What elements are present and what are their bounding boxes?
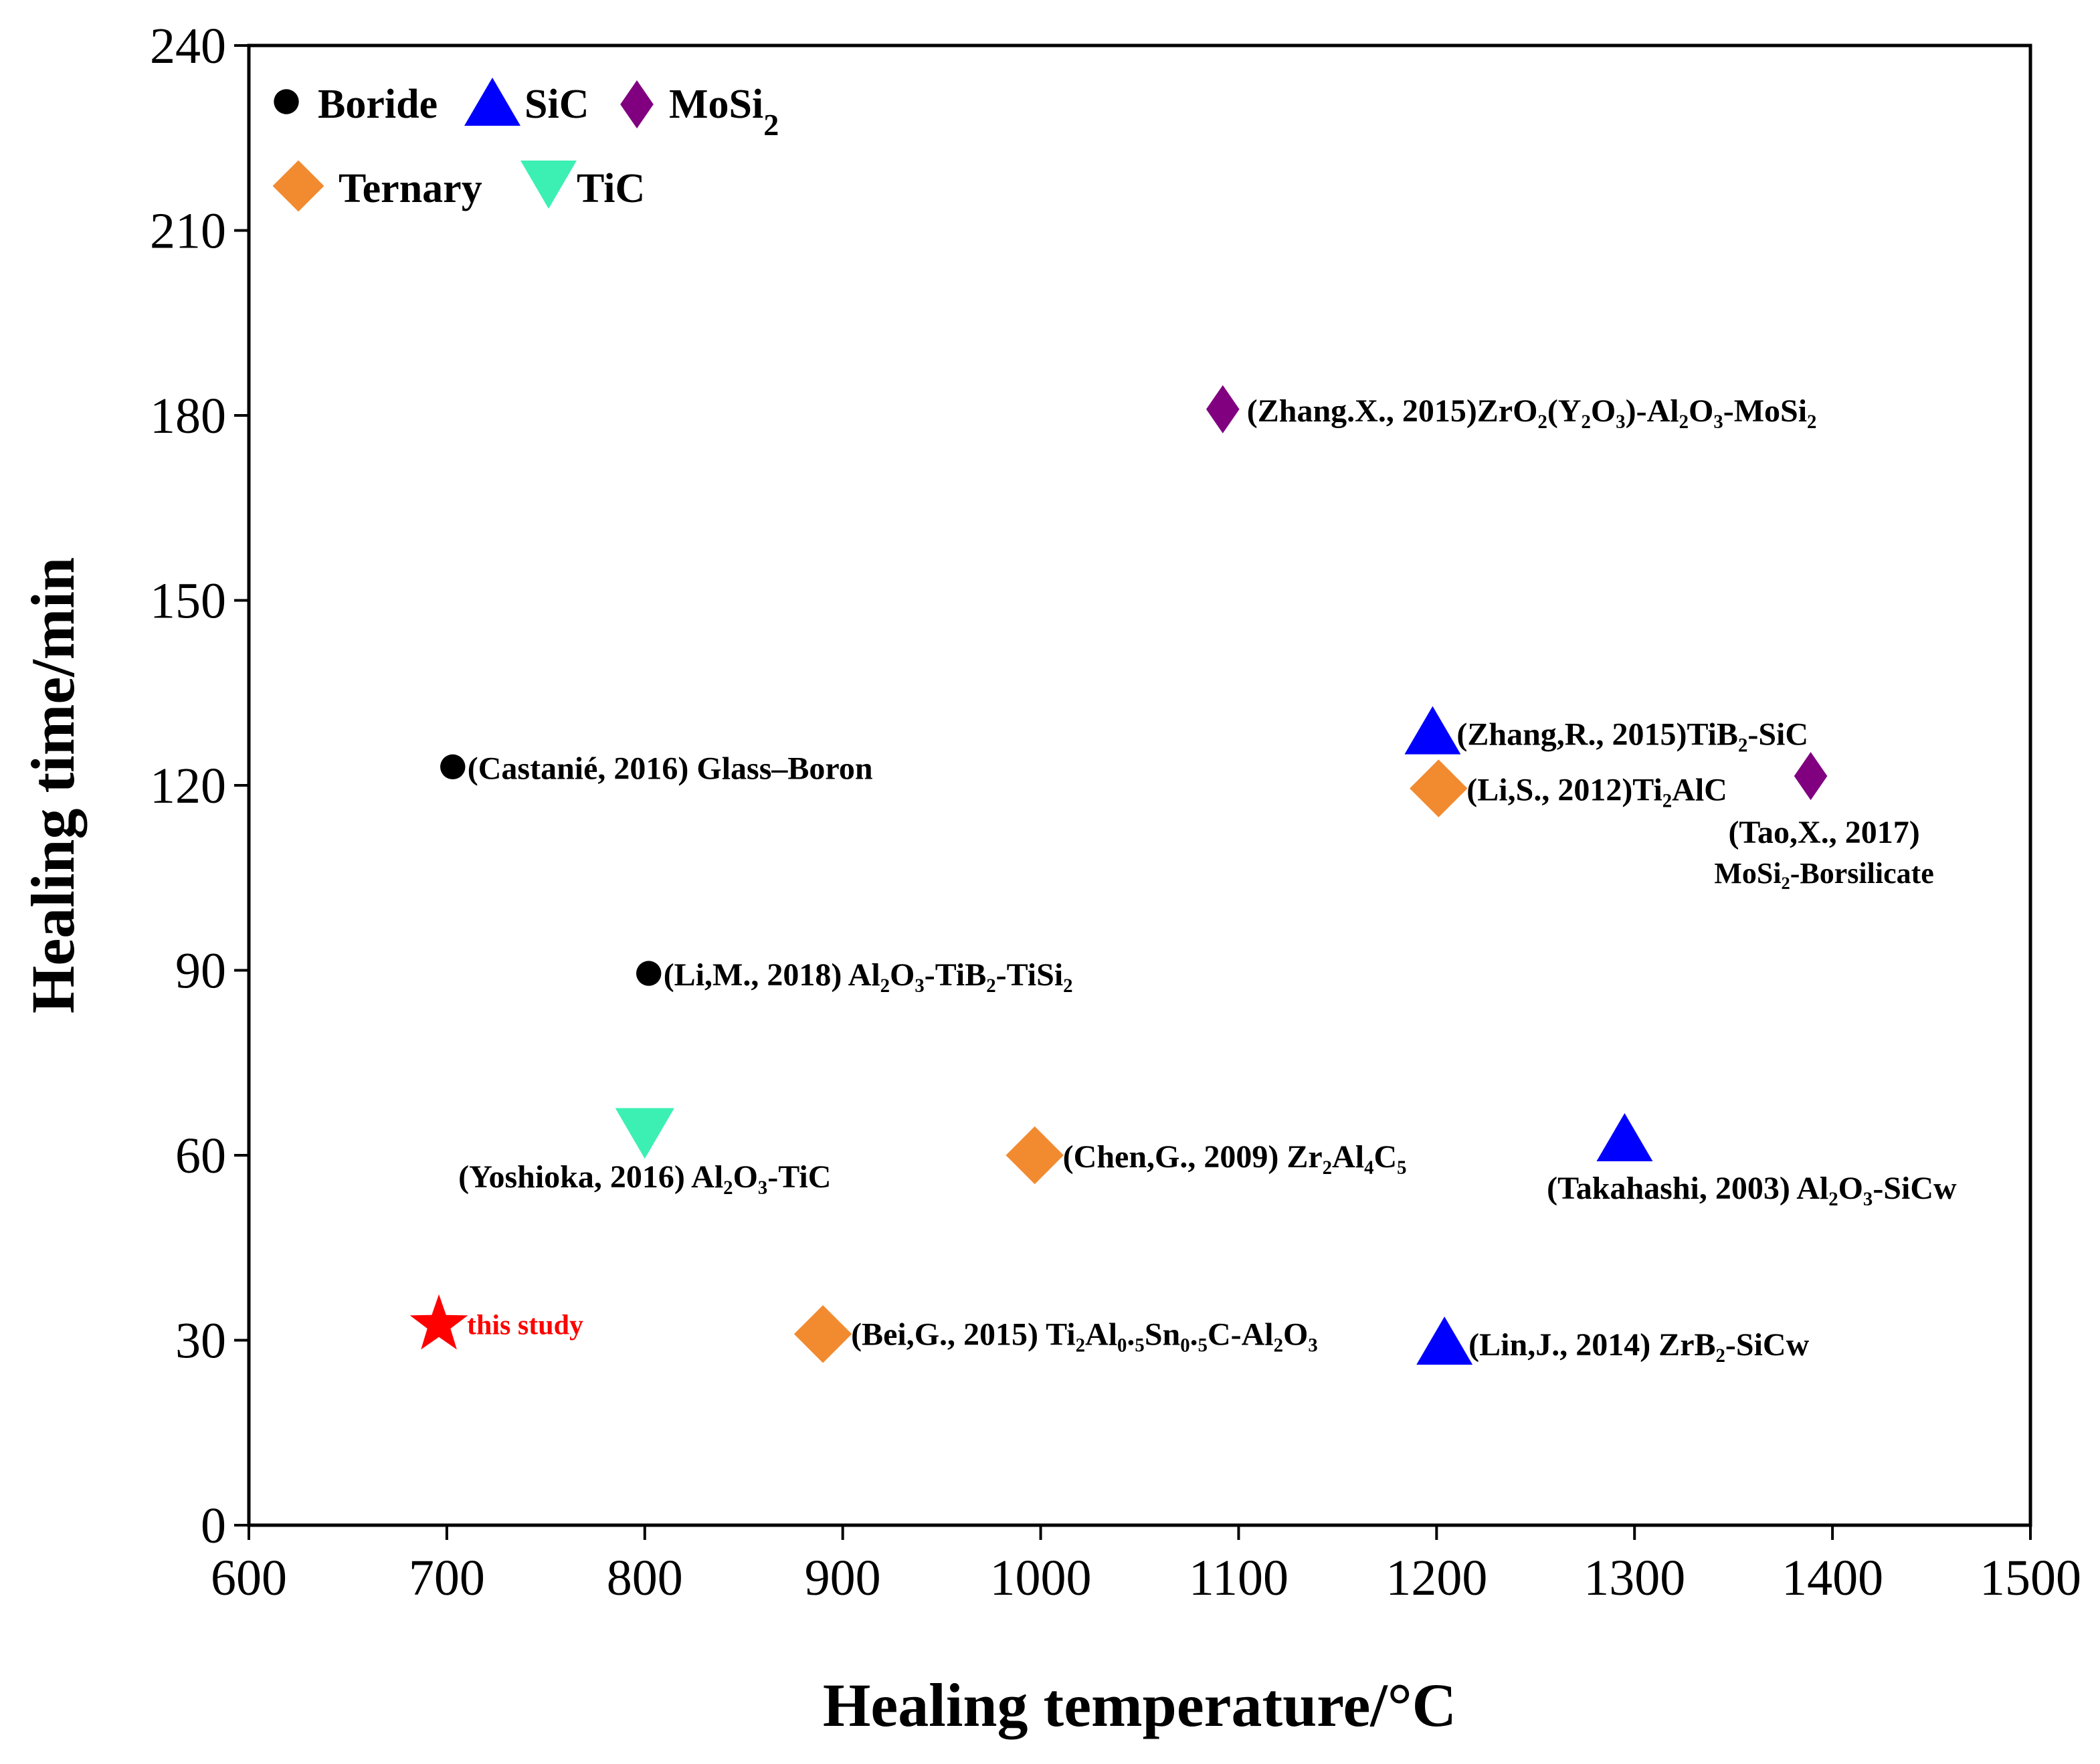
x-tick-label: 1000 <box>990 1550 1092 1606</box>
data-point-mosi2 <box>1794 752 1828 801</box>
y-tick-label: 210 <box>150 203 226 260</box>
x-tick-label: 1500 <box>1980 1550 2081 1606</box>
y-tick-label: 120 <box>150 758 226 814</box>
data-point-ternary <box>1410 759 1468 817</box>
data-point-boride <box>440 754 466 780</box>
point-label: (Tao,X., 2017) <box>1728 815 1919 850</box>
y-tick-label: 60 <box>175 1128 226 1184</box>
point-label: (Zhang.X., 2015)ZrO₂(Y₂O₃)-Al₂O₃-MoSi₂ <box>1247 393 1817 429</box>
legend-marker-sic <box>464 78 520 126</box>
legend-label-boride: Boride <box>318 82 438 127</box>
x-axis-title: Healing temperature/°C <box>823 1671 1456 1739</box>
point-label: (Zhang,R., 2015)TiB₂-SiC <box>1456 717 1808 753</box>
data-point-sic <box>1596 1112 1653 1161</box>
x-tick-label: 900 <box>805 1550 881 1606</box>
point-label: (Takahashi, 2003) Al₂O₃-SiCw <box>1547 1171 1957 1206</box>
point-label: (Li,M., 2018) Al₂O₃-TiB₂-TiSi₂ <box>664 957 1073 993</box>
data-point-ternary <box>793 1305 852 1363</box>
legend-label-ternary: Ternary <box>339 166 482 211</box>
point-label: (Yoshioka, 2016) Al₂O₃-TiC <box>458 1159 831 1195</box>
y-axis-title: Healing time/min <box>19 557 87 1013</box>
legend-marker-tic <box>520 161 577 209</box>
data-point-this-study <box>409 1294 468 1350</box>
data-point-boride <box>636 961 662 986</box>
legend-marker-mosi2 <box>620 80 654 128</box>
point-label: (Chen,G., 2009) Zr₂Al₄C₅ <box>1063 1139 1407 1175</box>
legend-label-tic: TiC <box>577 166 645 211</box>
y-tick-label: 0 <box>201 1498 226 1554</box>
point-label: (Castanié, 2016) Glass–Boron <box>468 751 873 786</box>
x-tick-label: 1200 <box>1386 1550 1487 1606</box>
y-tick-label: 90 <box>175 943 226 999</box>
legend-label-sic: SiC <box>524 82 589 127</box>
data-point-tic <box>615 1108 674 1159</box>
data-marks: (Castanié, 2016) Glass–Boron (Li,M., 2018… <box>409 385 1957 1365</box>
x-tick-label: 800 <box>607 1550 683 1606</box>
y-tick-label: 180 <box>150 388 226 444</box>
x-tick-label: 1100 <box>1189 1550 1288 1606</box>
data-point-sic <box>1416 1316 1473 1365</box>
point-label: MoSi₂-Borsilicate <box>1714 857 1933 890</box>
legend-label-mosi2: MoSi2 <box>669 82 779 142</box>
x-tick-label: 700 <box>409 1550 485 1606</box>
legend-marker-ternary <box>272 160 324 212</box>
data-point-sic <box>1404 706 1461 755</box>
point-label: (Lin,J., 2014) ZrB₂-SiCw <box>1468 1327 1809 1363</box>
legend: Boride SiC MoSi2 Ternary TiC <box>272 78 779 212</box>
y-tick-label: 30 <box>175 1313 226 1369</box>
point-label: (Li,S., 2012)Ti₂AlC <box>1466 773 1727 808</box>
axes: 600 700 800 900 1000 1100 1200 1300 1400 1500 0 30 6… <box>19 18 2081 1739</box>
legend-marker-boride <box>274 89 299 114</box>
point-label: this study <box>467 1310 583 1341</box>
x-tick-label: 1300 <box>1584 1550 1685 1606</box>
data-point-ternary <box>1006 1126 1064 1185</box>
x-tick-label: 1400 <box>1782 1550 1883 1606</box>
x-tick-label: 600 <box>211 1550 287 1606</box>
y-tick-label: 240 <box>150 18 226 74</box>
data-point-mosi2 <box>1206 385 1240 433</box>
point-label: (Bei,G., 2015) Ti₂Al₀.₅Sn₀.₅C-Al₂O₃ <box>851 1316 1318 1352</box>
y-tick-label: 150 <box>150 573 226 629</box>
